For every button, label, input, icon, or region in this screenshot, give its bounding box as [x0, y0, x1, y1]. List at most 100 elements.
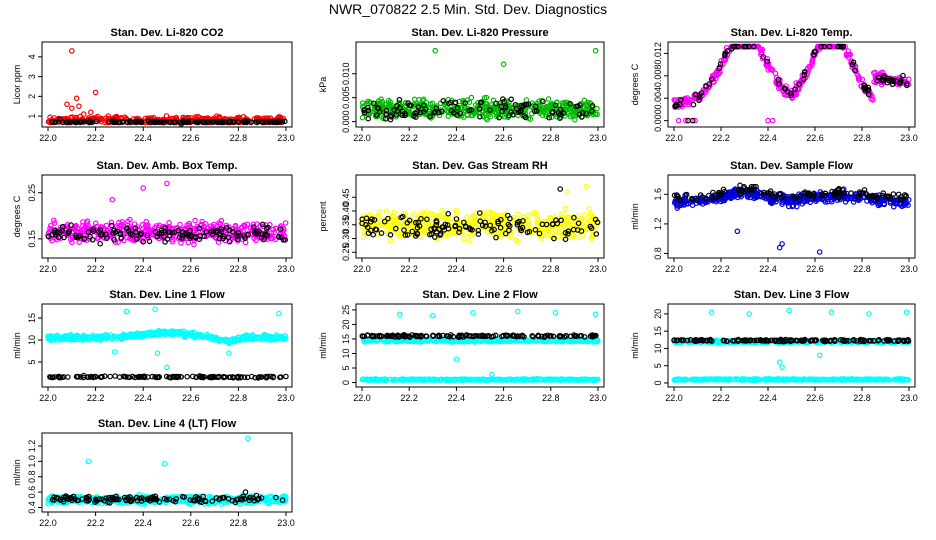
data-point [859, 76, 866, 83]
data-point [69, 48, 75, 54]
data-point [49, 119, 55, 125]
data-point [487, 107, 493, 113]
data-point [365, 98, 371, 105]
data-point [680, 97, 687, 103]
x-tick-label: 22.0 [665, 393, 683, 403]
data-point [683, 98, 689, 105]
data-point [522, 114, 529, 121]
data-point [140, 185, 147, 191]
data-point [581, 97, 588, 104]
data-point [427, 113, 433, 120]
y-axis-label: percent [318, 201, 328, 232]
data-point [689, 96, 695, 103]
data-point [142, 115, 149, 122]
x-tick-label: 22.8 [853, 264, 871, 274]
data-point [248, 119, 254, 125]
y-tick-label: 5 [341, 366, 351, 371]
data-point [482, 111, 489, 117]
data-point [276, 310, 282, 317]
data-point [152, 306, 158, 313]
data-point [273, 119, 280, 126]
data-point [713, 71, 720, 77]
data-point [470, 309, 476, 316]
series-2 [361, 96, 596, 123]
data-point [831, 43, 838, 50]
x-tick-label: 22.6 [806, 264, 824, 274]
data-point [402, 110, 408, 117]
y-tick-label: 0.15 [27, 230, 37, 248]
data-point [429, 312, 436, 319]
data-point [512, 102, 519, 108]
data-point [502, 105, 509, 111]
data-point [112, 373, 118, 379]
data-point [809, 59, 816, 65]
data-point [415, 104, 422, 110]
data-point [109, 196, 116, 203]
data-point [538, 106, 545, 112]
data-point [795, 86, 802, 93]
data-point [564, 189, 571, 195]
x-tick-label: 23.0 [589, 393, 607, 403]
data-point [387, 116, 394, 123]
data-point [429, 100, 436, 107]
data-point [573, 103, 580, 110]
data-point [414, 109, 420, 115]
x-tick-label: 22.2 [712, 133, 730, 143]
data-point [93, 118, 100, 125]
x-tick-label: 22.4 [134, 133, 152, 143]
data-point [123, 308, 130, 315]
x-tick-label: 22.4 [134, 264, 152, 274]
chart-title: Stan. Dev. Line 3 Flow [734, 289, 850, 301]
series-2 [49, 116, 288, 127]
data-point [206, 119, 212, 125]
data-point [383, 208, 390, 215]
data-point [506, 112, 512, 119]
chart-panel-3: Stan. Dev. Li-820 Temp.22.0 22.2 22.4 22.6 2… [630, 27, 918, 143]
data-point [387, 237, 394, 244]
data-point [461, 236, 467, 242]
data-point [88, 109, 94, 116]
y-tick-label: 20 [341, 319, 351, 329]
chart-title: Stan. Dev. Sample Flow [730, 160, 853, 172]
data-point [436, 109, 442, 116]
data-point [514, 308, 521, 315]
data-point [227, 118, 234, 125]
data-point [481, 95, 488, 101]
y-tick-label: 1 [27, 114, 37, 119]
data-point [422, 106, 429, 113]
data-point [111, 349, 118, 355]
data-point [854, 72, 861, 78]
y-tick-label: 4 [27, 54, 37, 59]
series-1 [45, 306, 289, 371]
data-point [571, 103, 578, 110]
data-point [439, 207, 446, 214]
x-tick-label: 22.2 [400, 133, 418, 143]
data-point [124, 119, 131, 126]
data-point [360, 234, 367, 241]
data-point [136, 119, 142, 125]
data-point [192, 217, 198, 224]
data-point [541, 106, 548, 113]
y-tick-label: 3 [27, 74, 37, 79]
y-axis-label: ml/min [12, 332, 22, 359]
data-point [164, 364, 170, 371]
data-point [69, 105, 75, 112]
y-tick-label: 15 [341, 334, 351, 344]
data-point [103, 222, 110, 229]
data-point [690, 101, 697, 108]
data-point [501, 98, 507, 105]
x-tick-label: 22.2 [400, 393, 418, 403]
data-point [515, 211, 522, 218]
plot-frame [355, 303, 605, 388]
data-point [427, 211, 434, 218]
y-tick-label: 10 [27, 335, 37, 345]
x-tick-label: 22.0 [39, 264, 57, 274]
data-point [870, 70, 877, 76]
data-point [242, 118, 248, 124]
y-tick-label: 1.6 [653, 188, 663, 201]
data-point [383, 111, 390, 118]
x-tick-label: 22.8 [542, 133, 560, 143]
